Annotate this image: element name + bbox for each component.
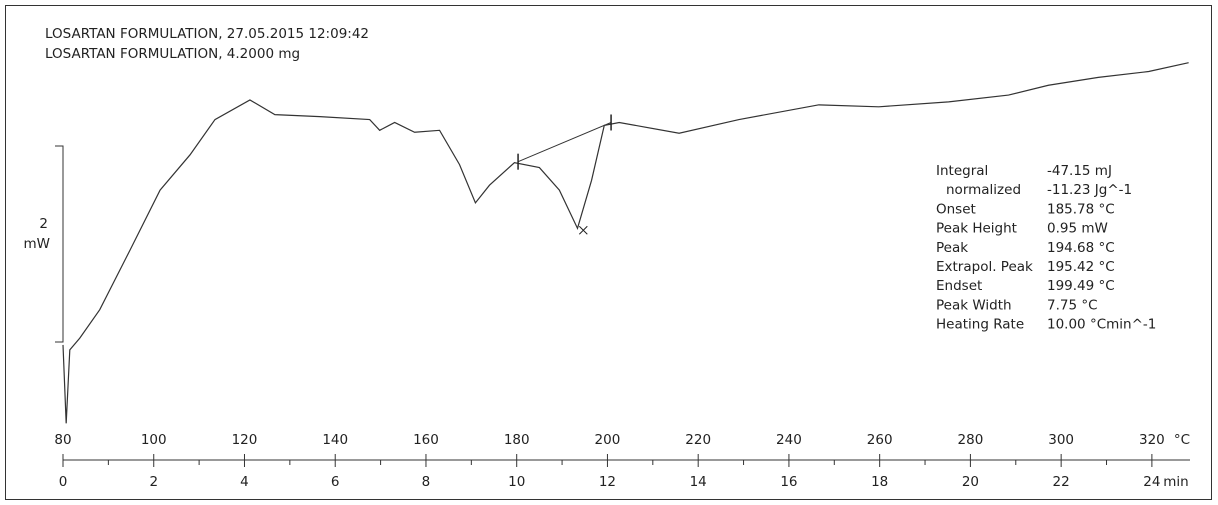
result-value: -11.23 Jg^-1: [1047, 182, 1132, 198]
x2-tick-label: 22: [1053, 474, 1070, 490]
x-tick-label: 160: [413, 432, 439, 448]
result-value: 7.75 °C: [1047, 297, 1098, 313]
x-tick-label: 200: [595, 432, 621, 448]
scale-bar: [55, 145, 64, 343]
result-label: Onset: [936, 201, 976, 217]
integration-baseline: [517, 122, 612, 163]
x2-tick-label: 2: [149, 474, 158, 490]
header-line: LOSARTAN FORMULATION, 27.05.2015 12:09:4…: [45, 26, 369, 42]
result-value: -47.15 mJ: [1047, 163, 1112, 179]
x2-tick-label: 10: [508, 474, 525, 490]
x-tick-label: 300: [1048, 432, 1074, 448]
x2-tick-label: 12: [599, 474, 616, 490]
x2-tick-label: 6: [331, 474, 340, 490]
x2-tick-label: 4: [240, 474, 249, 490]
x-tick-label: 280: [958, 432, 984, 448]
x-tick-label: 220: [685, 432, 711, 448]
x-tick-label: 80: [54, 432, 71, 448]
result-label: Integral: [936, 163, 988, 179]
result-label: Endset: [936, 278, 982, 294]
x-tick-label: 260: [867, 432, 893, 448]
result-value: 199.49 °C: [1047, 278, 1115, 294]
peak-marker: [578, 225, 588, 235]
x-unit: °C: [1174, 432, 1190, 448]
x-tick-label: 320: [1139, 432, 1165, 448]
x2-tick-label: 20: [962, 474, 979, 490]
x-tick-label: 140: [322, 432, 348, 448]
result-label: Peak: [936, 240, 968, 256]
x2-unit: min: [1163, 474, 1188, 490]
result-label: Peak Width: [936, 297, 1012, 313]
x2-tick-label: 24: [1143, 474, 1160, 490]
x-tick-label: 120: [232, 432, 258, 448]
result-label: Extrapol. Peak: [936, 259, 1033, 275]
x-tick-label: 180: [504, 432, 530, 448]
dsc-curve: [62, 62, 1189, 424]
frame: [5, 5, 1212, 500]
x2-tick-label: 14: [690, 474, 707, 490]
scale-bar-value: 2: [39, 216, 48, 232]
x2-tick-label: 16: [780, 474, 797, 490]
result-label: normalized: [946, 182, 1021, 198]
x2-tick-label: 18: [871, 474, 888, 490]
result-value: 195.42 °C: [1047, 259, 1115, 275]
result-value: 10.00 °Cmin^-1: [1047, 317, 1156, 333]
result-value: 194.68 °C: [1047, 240, 1115, 256]
x-tick-label: 240: [776, 432, 802, 448]
result-label: Heating Rate: [936, 317, 1024, 333]
x-tick-label: 100: [141, 432, 167, 448]
x2-tick-label: 8: [422, 474, 431, 490]
result-value: 185.78 °C: [1047, 201, 1115, 217]
scale-bar-unit: mW: [24, 236, 51, 252]
header-line: LOSARTAN FORMULATION, 4.2000 mg: [45, 46, 300, 62]
x2-tick-label: 0: [59, 474, 68, 490]
result-label: Peak Height: [936, 221, 1017, 237]
result-value: 0.95 mW: [1047, 221, 1108, 237]
